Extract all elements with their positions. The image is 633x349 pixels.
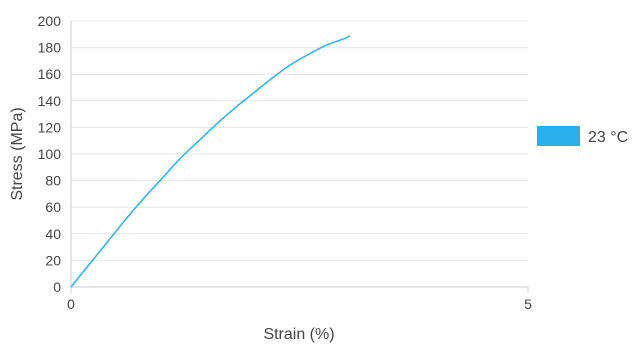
- y-tick-label: 0: [53, 279, 61, 295]
- series-layer: [70, 34, 351, 288]
- x-tick-label: 0: [67, 296, 75, 312]
- grid-layer: [71, 20, 528, 261]
- y-tick-label: 180: [38, 40, 62, 56]
- label-layer: Strain (%) Stress (MPa): [9, 107, 335, 343]
- y-tick-label: 80: [45, 173, 61, 189]
- axis-layer: 0 20 40 60 80 100 120 140 160 180 200 0 5: [38, 13, 532, 312]
- y-tick-label: 120: [38, 119, 62, 135]
- y-tick-label: 60: [45, 199, 61, 215]
- y-tick-label: 160: [38, 66, 62, 82]
- y-axis-label: Stress (MPa): [9, 107, 26, 200]
- y-tick-label: 200: [38, 13, 62, 29]
- x-axis-label: Strain (%): [263, 326, 334, 343]
- legend: 23 °C: [537, 126, 628, 146]
- y-tick-label: 100: [38, 146, 62, 162]
- x-tick-label: 5: [524, 296, 532, 312]
- y-tick-label: 40: [45, 226, 61, 242]
- y-tick-label: 140: [38, 93, 62, 109]
- series-line: [70, 34, 351, 288]
- legend-swatch: [537, 126, 580, 146]
- legend-label: 23 °C: [588, 129, 628, 146]
- y-tick-label: 20: [45, 252, 61, 268]
